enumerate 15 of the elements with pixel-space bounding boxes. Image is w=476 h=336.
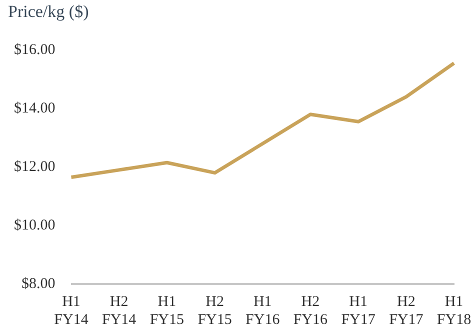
x-tick-label: H1 FY18 [436, 294, 472, 328]
x-tick-label: H1 FY14 [54, 294, 89, 328]
chart-title: Price/kg ($) [8, 2, 89, 22]
x-tick-label: H1 FY15 [150, 294, 184, 328]
x-tick-label: H2 FY14 [102, 294, 137, 328]
x-tick-label: H2 FY16 [293, 294, 328, 328]
x-tick-label: H1 FY17 [341, 294, 376, 328]
y-tick-label: $14.00 [14, 100, 56, 116]
x-tick-label: H2 FY15 [198, 294, 232, 328]
x-tick-label: H1 FY16 [246, 294, 280, 328]
x-tick-label: H2 FY17 [389, 294, 424, 328]
y-tick-label: $10.00 [14, 217, 56, 234]
y-tick-label: $8.00 [22, 276, 56, 292]
y-tick-label: $12.00 [14, 158, 56, 175]
y-tick-label: $16.00 [14, 42, 56, 58]
